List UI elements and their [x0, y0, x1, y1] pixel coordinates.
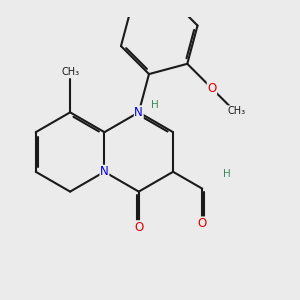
Text: CH₃: CH₃ [227, 106, 245, 116]
Text: O: O [207, 82, 217, 95]
Text: N: N [100, 165, 109, 178]
Text: O: O [198, 217, 207, 230]
Text: O: O [134, 221, 143, 234]
Text: H: H [151, 100, 159, 110]
Text: CH₃: CH₃ [61, 67, 79, 76]
Text: N: N [134, 106, 143, 119]
Text: H: H [223, 169, 231, 179]
